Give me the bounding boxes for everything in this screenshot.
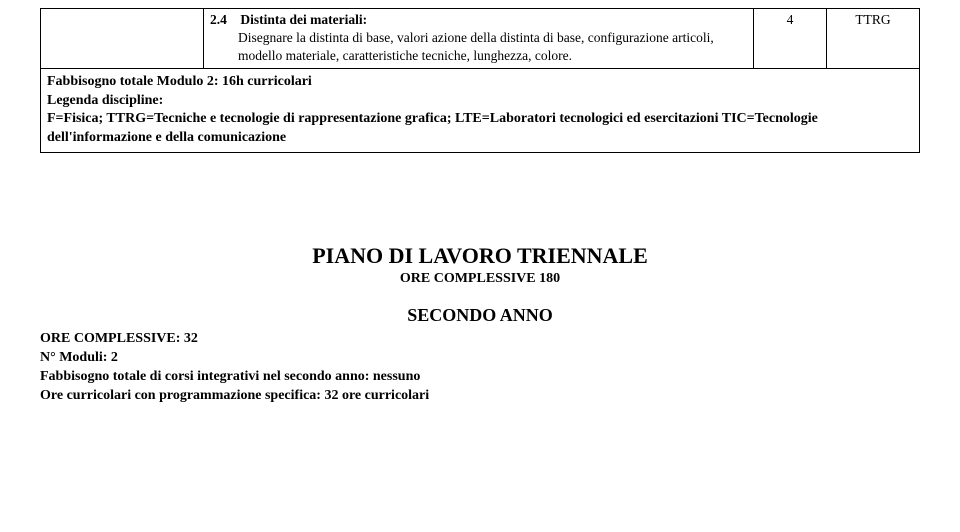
cell-empty bbox=[41, 9, 204, 69]
detail-line-2: N° Moduli: 2 bbox=[40, 349, 920, 368]
footer-line-1: Fabbisogno totale Modulo 2: 16h curricol… bbox=[47, 73, 913, 92]
plan-title: PIANO DI LAVORO TRIENNALE bbox=[40, 243, 920, 269]
cell-content: 2.4 Distinta dei materiali: Disegnare la… bbox=[204, 9, 754, 69]
plan-details: ORE COMPLESSIVE: 32 N° Moduli: 2 Fabbiso… bbox=[40, 330, 920, 406]
item-title: Distinta dei materiali: bbox=[240, 12, 367, 27]
detail-line-4: Ore curricolari con programmazione speci… bbox=[40, 387, 920, 406]
module-table: 2.4 Distinta dei materiali: Disegnare la… bbox=[40, 8, 920, 153]
detail-line-1: ORE COMPLESSIVE: 32 bbox=[40, 330, 920, 349]
table-row: 2.4 Distinta dei materiali: Disegnare la… bbox=[41, 9, 920, 69]
cell-discipline: TTRG bbox=[827, 9, 920, 69]
cell-hours: 4 bbox=[754, 9, 827, 69]
detail-line-3: Fabbisogno totale di corsi integrativi n… bbox=[40, 368, 920, 387]
plan-header-block: PIANO DI LAVORO TRIENNALE ORE COMPLESSIV… bbox=[40, 243, 920, 326]
footer-cell: Fabbisogno totale Modulo 2: 16h curricol… bbox=[41, 68, 920, 153]
plan-year: SECONDO ANNO bbox=[40, 305, 920, 326]
item-description: Disegnare la distinta di base, valori az… bbox=[210, 29, 747, 65]
footer-line-2: Legenda discipline: bbox=[47, 92, 913, 111]
footer-line-3: F=Fisica; TTRG=Tecniche e tecnologie di … bbox=[47, 110, 913, 148]
plan-subtitle: ORE COMPLESSIVE 180 bbox=[40, 271, 920, 287]
table-footer-row: Fabbisogno totale Modulo 2: 16h curricol… bbox=[41, 68, 920, 153]
item-number: 2.4 bbox=[210, 12, 227, 27]
